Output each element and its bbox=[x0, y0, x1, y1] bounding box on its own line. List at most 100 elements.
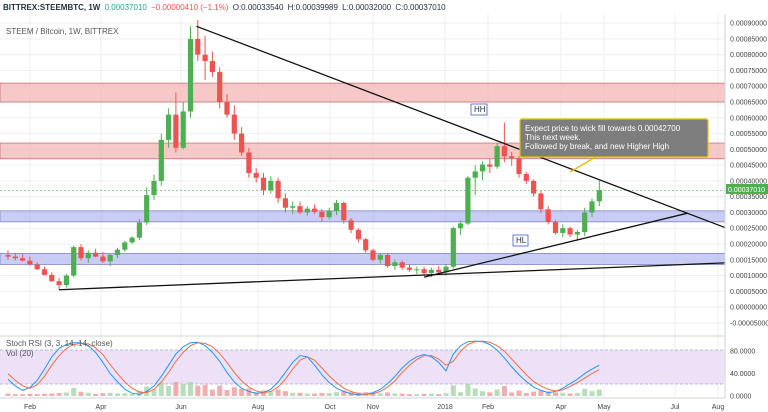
price-tick: 0.00015000 bbox=[730, 257, 767, 264]
volume-bar bbox=[407, 394, 412, 396]
candle-body bbox=[93, 252, 99, 257]
price-tick: 0.00050000 bbox=[730, 147, 767, 154]
header-low: L:0.00032000 bbox=[342, 3, 391, 12]
price-tick: 0.00085000 bbox=[730, 36, 767, 43]
volume-bar bbox=[12, 394, 18, 396]
candle-body bbox=[158, 139, 164, 181]
candle-body bbox=[574, 231, 580, 235]
candle-body bbox=[596, 190, 602, 202]
candle-body bbox=[450, 228, 456, 267]
volume-bar bbox=[326, 393, 332, 396]
header-last: 0.00037010 bbox=[105, 3, 148, 12]
time-tick: Feb bbox=[24, 404, 36, 411]
candle-body bbox=[494, 146, 500, 167]
header-change: −0.00000410 (−1.1%) bbox=[151, 3, 229, 12]
candle-body bbox=[531, 180, 537, 194]
volume-bar bbox=[370, 392, 376, 396]
price-tick: 0.00060000 bbox=[730, 115, 767, 122]
time-tick: Feb bbox=[482, 404, 494, 411]
candle-body bbox=[180, 111, 186, 148]
volume-bar bbox=[275, 389, 281, 396]
volume-bar bbox=[20, 394, 26, 396]
candle-body bbox=[282, 198, 288, 208]
stoch-band bbox=[0, 350, 725, 384]
price-tick: 0.00070000 bbox=[730, 84, 767, 91]
candle-body bbox=[260, 177, 267, 191]
candle-body bbox=[107, 255, 113, 262]
header-high: H:0.00039989 bbox=[288, 3, 339, 12]
volume-bar bbox=[436, 394, 442, 396]
volume-bar bbox=[246, 388, 252, 396]
hl-label-box bbox=[512, 234, 529, 247]
volume-bar bbox=[501, 386, 507, 396]
hh-label-box bbox=[470, 103, 488, 116]
candle-body bbox=[406, 267, 413, 270]
volume-bar bbox=[399, 393, 405, 396]
candle-body bbox=[195, 38, 201, 55]
volume-bar bbox=[27, 393, 33, 396]
header-close: C:0.00037010 bbox=[395, 3, 446, 12]
candle-body bbox=[501, 146, 507, 157]
volume-bar bbox=[443, 393, 449, 396]
volume-bar bbox=[253, 392, 259, 396]
candle-body bbox=[392, 262, 398, 267]
volume-bar bbox=[173, 382, 179, 396]
volume-bar bbox=[487, 392, 493, 396]
candle-body bbox=[552, 221, 559, 233]
candle-body bbox=[231, 114, 237, 134]
chart-title: STEEM / Bitcoin, 1W, BITTREX bbox=[6, 27, 119, 36]
volume-bar bbox=[465, 383, 471, 396]
candle-body bbox=[49, 274, 55, 282]
volume-bar bbox=[560, 392, 566, 396]
candle-body bbox=[399, 262, 405, 268]
candle-body bbox=[560, 228, 566, 233]
candle-body bbox=[166, 114, 172, 140]
candle-body bbox=[136, 222, 142, 238]
time-tick: Aug bbox=[252, 404, 265, 411]
volume-bar bbox=[341, 390, 347, 396]
volume-bar bbox=[5, 393, 11, 396]
price-tick: 0.00010000 bbox=[730, 273, 767, 280]
volume-bar bbox=[71, 388, 77, 396]
volume-bar bbox=[334, 392, 339, 396]
volume-bar bbox=[239, 388, 245, 396]
price-tick: 0.00025000 bbox=[730, 226, 767, 233]
candle-body bbox=[129, 237, 135, 243]
volume-bar bbox=[209, 389, 215, 396]
volume-bar bbox=[166, 386, 172, 396]
candles bbox=[5, 20, 602, 290]
time-tick: Apr bbox=[96, 404, 108, 411]
candle-body bbox=[428, 269, 434, 274]
candle-body bbox=[348, 220, 354, 230]
candle-body bbox=[341, 202, 347, 221]
zones bbox=[0, 82, 726, 265]
time-tick: May bbox=[597, 404, 611, 411]
volume-bar bbox=[582, 388, 588, 396]
candle-body bbox=[122, 242, 128, 250]
stoch-axis: 80.0000 40.0000 0.0000 bbox=[730, 349, 755, 401]
volume-bar bbox=[268, 391, 274, 396]
candle-body bbox=[290, 206, 296, 208]
time-tick: Jun bbox=[175, 404, 186, 411]
candle-body bbox=[326, 210, 332, 218]
candle-body bbox=[589, 201, 595, 213]
price-tick: 0.00005000 bbox=[730, 289, 767, 296]
candle-body bbox=[144, 195, 150, 223]
volume-bar bbox=[56, 393, 62, 396]
volume-bar bbox=[596, 389, 602, 396]
volume-bar bbox=[494, 389, 500, 396]
candle-body bbox=[253, 173, 259, 178]
candle-body bbox=[479, 164, 486, 172]
volume-bar bbox=[180, 384, 186, 396]
note-box[interactable] bbox=[519, 118, 709, 158]
candle-body bbox=[312, 208, 318, 212]
candle-body bbox=[297, 206, 303, 213]
trend-lines[interactable] bbox=[59, 25, 726, 291]
candle-body bbox=[151, 180, 157, 196]
candle-body bbox=[458, 223, 464, 229]
volume-bar bbox=[129, 394, 135, 396]
candle-body bbox=[582, 212, 588, 232]
candle-body bbox=[209, 61, 215, 73]
price-tick: 0.00030000 bbox=[730, 210, 767, 217]
